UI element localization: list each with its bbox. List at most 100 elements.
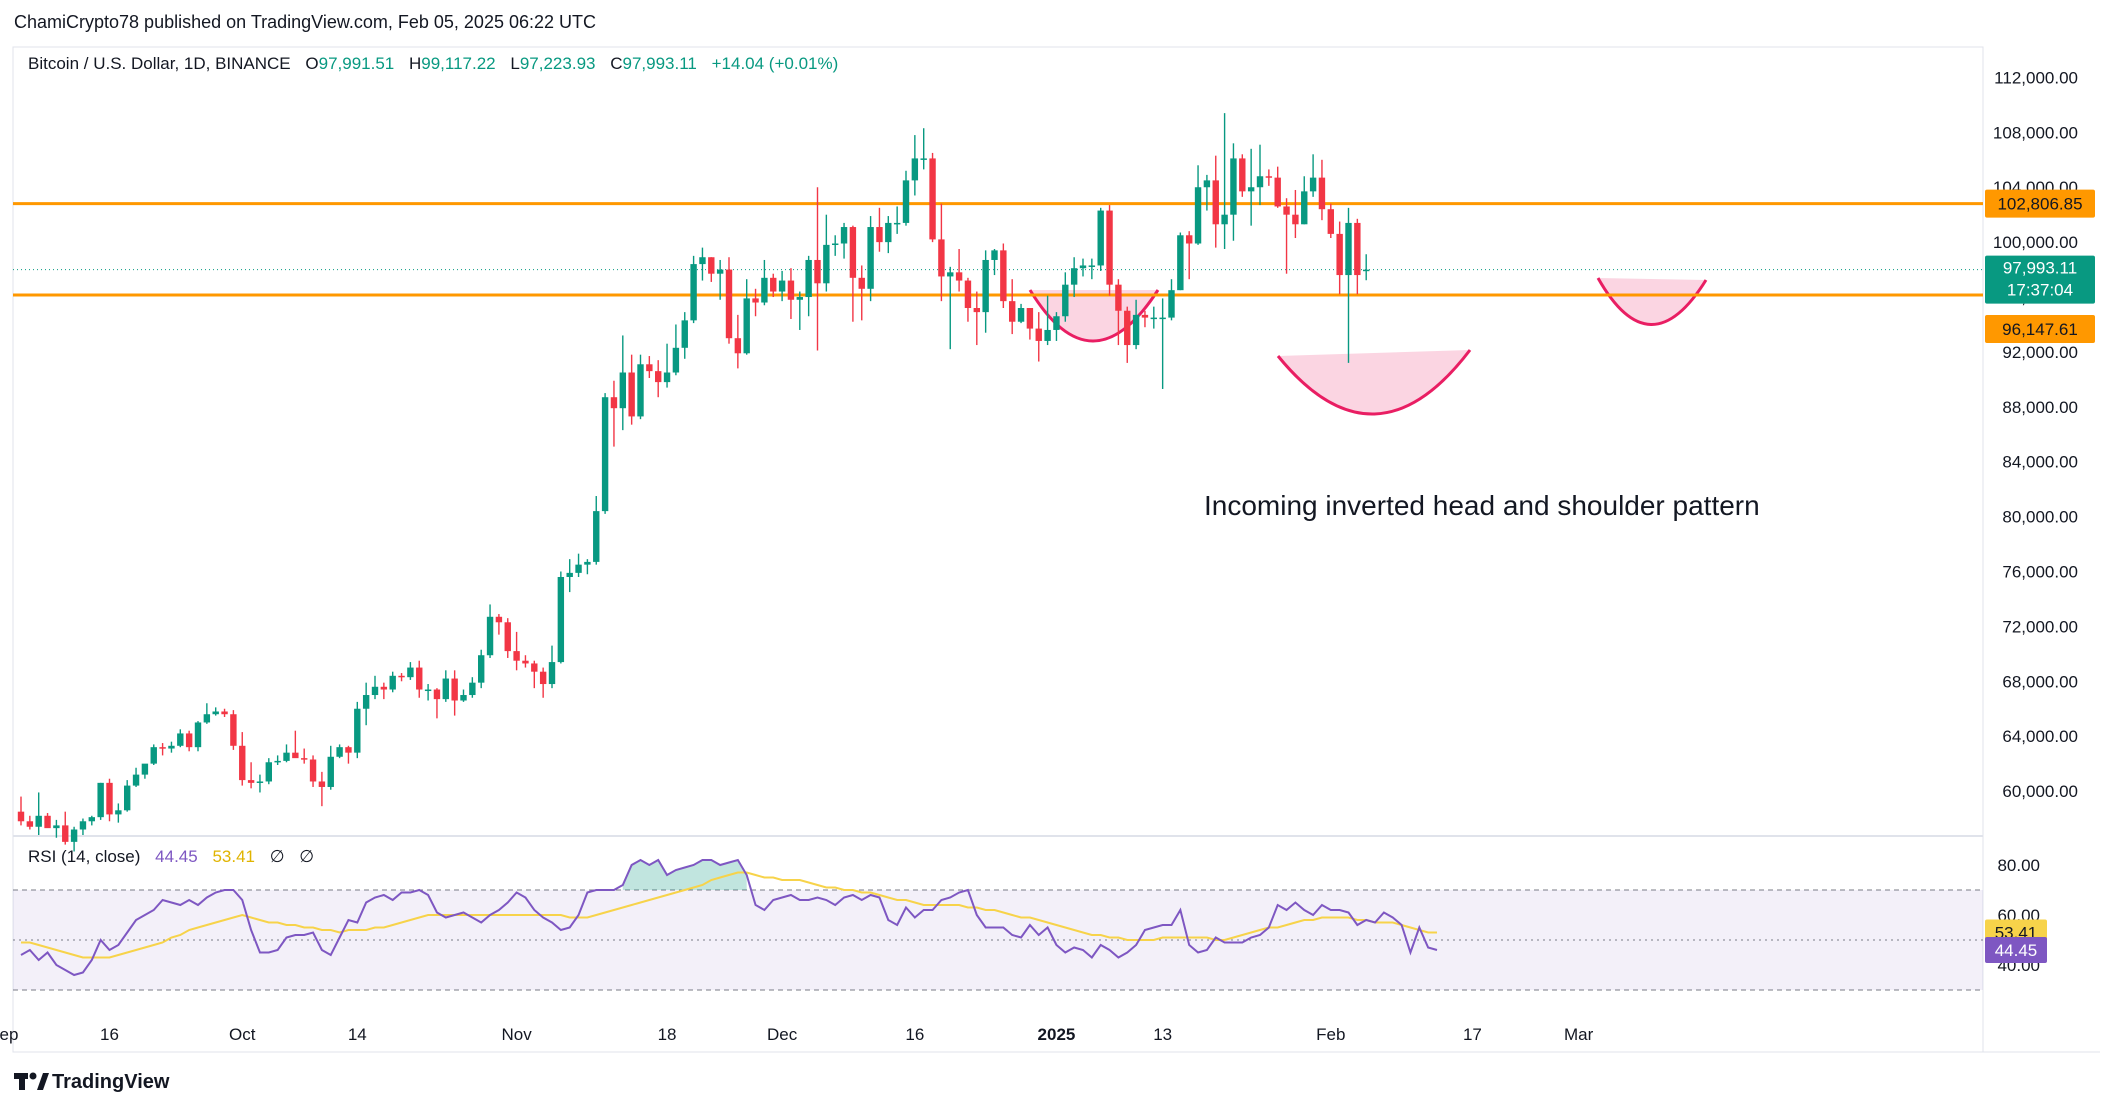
candle-body xyxy=(292,752,299,759)
candle xyxy=(97,782,104,820)
time-tick-label: 18 xyxy=(658,1025,677,1044)
candle-body xyxy=(716,269,724,274)
candle-body xyxy=(203,714,211,723)
candle xyxy=(380,682,388,700)
candle-body xyxy=(1132,314,1140,346)
candle xyxy=(1017,303,1025,324)
candle-body xyxy=(124,785,131,811)
candle xyxy=(681,312,688,359)
candle xyxy=(309,755,317,787)
candle-body xyxy=(354,708,361,753)
candle xyxy=(1070,257,1078,298)
candle xyxy=(1141,310,1149,328)
candle-body xyxy=(1212,180,1219,225)
candle-body xyxy=(177,733,184,746)
candle-body xyxy=(141,763,149,775)
candle xyxy=(1150,306,1157,329)
candle xyxy=(44,813,51,829)
pattern-head[interactable] xyxy=(1278,350,1470,415)
candle-body xyxy=(478,655,485,683)
candle xyxy=(265,758,272,785)
time-tick-label: 13 xyxy=(1153,1025,1172,1044)
symbol-legend[interactable]: Bitcoin / U.S. Dollar, 1D, BINANCE O97,9… xyxy=(28,54,838,73)
candle xyxy=(124,780,131,812)
candle-body xyxy=(1044,329,1051,341)
candle xyxy=(1274,166,1281,208)
svg-text:Bitcoin / U.S. Dollar, 1D, BIN: Bitcoin / U.S. Dollar, 1D, BINANCE O97,9… xyxy=(28,54,838,73)
price-tick-label: 92,000.00 xyxy=(2002,343,2078,362)
support-price-label-bg xyxy=(1985,315,2095,344)
rsi-title: RSI (14, close) xyxy=(28,847,140,866)
candle xyxy=(778,270,786,302)
rsi-legend-ma: 53.41 xyxy=(212,847,255,866)
rsi-value-label: 44.45 xyxy=(1995,941,2038,960)
time-axis[interactable]: ep 16 Oct 14 Nov 18 Dec 16 2025 13 Feb 17 Mar xyxy=(0,1025,1594,1044)
candle-body xyxy=(513,651,520,661)
legend-symbol: Bitcoin / U.S. Dollar, 1D, BINANCE xyxy=(28,54,291,73)
candle xyxy=(690,255,697,324)
time-tick-label: Nov xyxy=(501,1025,532,1044)
candle-body xyxy=(168,745,175,749)
candle-body xyxy=(778,280,786,292)
rsi-legend[interactable]: RSI (14, close) 44.45 53.41 ∅ ∅ xyxy=(28,847,314,866)
candle-body xyxy=(185,733,193,748)
candle xyxy=(575,553,582,577)
candle-body xyxy=(637,364,644,417)
candle xyxy=(655,360,662,398)
candle xyxy=(1283,198,1290,274)
candle xyxy=(177,729,184,748)
candle xyxy=(708,257,715,282)
rsi-ma-line xyxy=(21,871,1437,959)
candle xyxy=(362,682,370,726)
candle xyxy=(1363,254,1370,281)
candle xyxy=(88,815,95,826)
candle-body xyxy=(557,576,565,663)
time-tick-label: 2025 xyxy=(1038,1025,1076,1044)
candle xyxy=(902,170,910,226)
candle xyxy=(230,710,237,750)
candle xyxy=(1301,176,1308,225)
candle-body xyxy=(327,756,334,787)
candle xyxy=(823,214,830,292)
rsi-legend-extra2: ∅ xyxy=(299,847,314,866)
countdown-label: 17:37:04 xyxy=(2007,281,2073,300)
price-tick-label: 108,000.00 xyxy=(1993,123,2078,142)
price-axis[interactable]: 112,000.00108,000.00104,000.00100,000.00… xyxy=(1993,68,2078,801)
candle xyxy=(460,689,467,702)
rsi-legend-extra1: ∅ xyxy=(270,847,285,866)
candle-body xyxy=(964,280,972,309)
candle-body xyxy=(1115,284,1122,311)
candle-body xyxy=(734,338,742,354)
pattern-left-shoulder-arc xyxy=(1028,289,1160,343)
candle-body xyxy=(1247,187,1255,192)
tradingview-logo[interactable]: TradingView xyxy=(14,1071,170,1093)
candle-body xyxy=(79,821,87,830)
pattern-annotation[interactable]: Incoming inverted head and shoulder patt… xyxy=(1204,490,1760,521)
candle xyxy=(619,335,626,431)
time-tick-label: ep xyxy=(0,1025,18,1044)
candle-body xyxy=(44,815,51,829)
candle xyxy=(486,604,494,658)
candle xyxy=(814,187,821,351)
candle xyxy=(991,248,998,276)
candle-body xyxy=(929,158,936,240)
candle-body xyxy=(885,222,892,243)
candle-body xyxy=(265,762,272,782)
price-tick-label: 64,000.00 xyxy=(2002,727,2078,746)
candle xyxy=(770,273,777,298)
candle-body xyxy=(309,759,317,782)
candle xyxy=(893,206,901,234)
candle-body xyxy=(770,277,777,292)
candle xyxy=(327,745,334,790)
candle-body xyxy=(646,364,653,372)
candle-body xyxy=(389,675,396,690)
candle-body xyxy=(893,222,901,225)
candle-body xyxy=(62,825,69,842)
candle xyxy=(911,135,919,196)
candle-body xyxy=(1230,158,1237,215)
candle xyxy=(734,314,742,369)
candle-body xyxy=(522,660,529,664)
candle xyxy=(442,670,449,702)
candle xyxy=(752,288,759,317)
candle-body xyxy=(495,616,503,623)
